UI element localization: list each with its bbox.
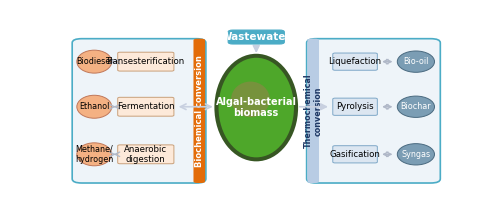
FancyBboxPatch shape xyxy=(333,98,378,115)
Text: Bio-oil: Bio-oil xyxy=(403,57,428,66)
Ellipse shape xyxy=(398,96,434,117)
Ellipse shape xyxy=(218,57,295,158)
FancyBboxPatch shape xyxy=(308,39,319,183)
Text: Anaerobic
digestion: Anaerobic digestion xyxy=(124,145,168,164)
FancyBboxPatch shape xyxy=(118,97,174,116)
Ellipse shape xyxy=(77,95,112,118)
Ellipse shape xyxy=(214,54,298,161)
FancyBboxPatch shape xyxy=(194,39,205,183)
Text: Fermentation: Fermentation xyxy=(117,102,174,111)
Text: Algal-bacterial
biomass: Algal-bacterial biomass xyxy=(216,97,297,118)
Text: Ethanol: Ethanol xyxy=(79,102,110,111)
Ellipse shape xyxy=(398,51,434,72)
Text: Pyrolysis: Pyrolysis xyxy=(336,102,374,111)
Text: Biochemical conversion: Biochemical conversion xyxy=(195,55,204,167)
Text: Methane/
hydrogen: Methane/ hydrogen xyxy=(75,145,114,164)
FancyBboxPatch shape xyxy=(118,52,174,71)
Text: Wastewater: Wastewater xyxy=(221,32,292,42)
FancyBboxPatch shape xyxy=(333,53,378,70)
Text: Thermochemical
conversion: Thermochemical conversion xyxy=(304,73,323,148)
Text: Transesterification: Transesterification xyxy=(106,57,186,66)
FancyBboxPatch shape xyxy=(333,146,378,163)
Ellipse shape xyxy=(77,50,112,73)
Text: Liquefaction: Liquefaction xyxy=(328,57,382,66)
FancyBboxPatch shape xyxy=(72,39,206,183)
Ellipse shape xyxy=(77,143,112,166)
Text: Gasification: Gasification xyxy=(330,150,380,159)
Ellipse shape xyxy=(231,82,270,117)
FancyBboxPatch shape xyxy=(228,30,284,44)
FancyBboxPatch shape xyxy=(118,145,174,164)
Text: Syngas: Syngas xyxy=(402,150,430,159)
FancyBboxPatch shape xyxy=(306,39,440,183)
Ellipse shape xyxy=(398,144,434,165)
Text: Biochar: Biochar xyxy=(400,102,431,111)
Text: Biodiesel: Biodiesel xyxy=(76,57,112,66)
